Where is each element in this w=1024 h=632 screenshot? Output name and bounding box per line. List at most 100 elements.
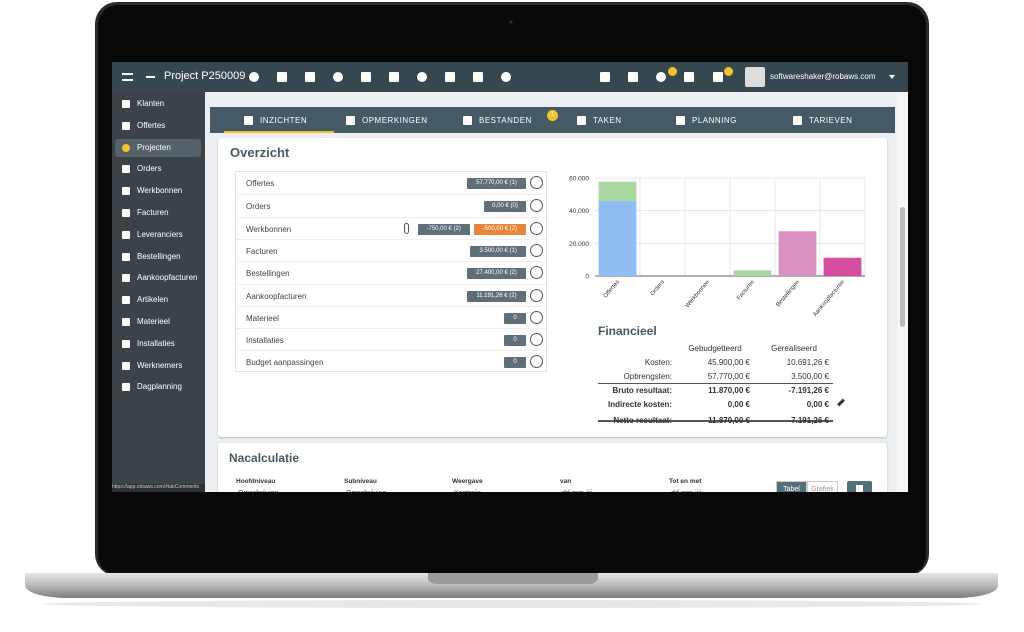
add-button[interactable] [530,355,543,369]
row-label: Indirecte kosten: [607,400,672,409]
tab[interactable]: INZICHTEN [224,107,334,133]
toolbar-icon[interactable] [249,72,259,82]
attachment-icon[interactable] [403,222,409,234]
sidebar-icon [122,209,130,217]
toolbar-icon[interactable] [417,72,427,82]
back-icon[interactable] [146,76,155,78]
menu-icon[interactable] [122,73,133,81]
sidebar-label: Aankoopfacturen [137,273,198,283]
y-tick-label: 60.000 [569,176,589,183]
amount-badge: -500,00 € (2) [473,223,526,235]
tab[interactable]: BESTANDEN 1 [443,107,558,133]
overview-row: Aankoopfacturen 11.191,26 € (2) [236,283,546,306]
add-button[interactable] [530,199,543,213]
sidebar-icon [122,165,130,174]
add-button[interactable] [530,221,543,235]
row-label: Netto resultaat: [613,416,672,425]
sidebar-label: Leveranciers [137,229,183,239]
field-input[interactable]: dd-mm-jjjj [669,488,765,492]
sidebar-item[interactable]: Dagplanning [115,378,201,396]
camera [509,20,513,24]
scrollbar [897,92,908,492]
download-button[interactable] [847,481,872,492]
sidebar-item[interactable]: Werkbonnen [115,182,201,200]
field-input[interactable]: Omschrijving [344,488,440,492]
toolbar-icon[interactable] [684,72,694,82]
sidebar-item[interactable]: Werknemers [115,357,201,375]
tab[interactable]: PLANNING [656,107,766,133]
financial: Financieel Gebudgetteerd Gerealiseerd Kost… [218,138,887,437]
toggle-button[interactable]: Grafiek [807,481,838,492]
sidebar-item[interactable]: Facturen [115,204,201,222]
add-button[interactable] [530,288,543,302]
toolbar-icon[interactable] [656,72,666,82]
sidebar-item[interactable]: Aankoopfacturen [115,269,201,287]
row-value: 0,00 € [806,400,829,409]
add-button[interactable] [530,243,543,257]
toolbar-icon[interactable] [501,72,511,82]
tab[interactable]: OPMERKINGEN [326,107,436,133]
field-input[interactable]: dd-mm-jjjj [560,488,656,492]
amount-badge: 3.500,00 € (1) [470,245,526,257]
sidebar-item[interactable]: Installaties [115,335,201,353]
tab-icon [463,116,472,125]
row-value: 0,00 € [727,400,750,409]
tab-badge: 1 [547,110,558,121]
sidebar-item[interactable]: Leveranciers [115,226,201,244]
add-button[interactable] [530,176,543,189]
user-email[interactable]: softwareshaker@robaws.com [770,72,876,81]
scroll-thumb[interactable] [900,207,905,327]
sidebar-item[interactable]: Bestellingen [115,248,201,266]
sidebar-label: Materieel [137,317,170,326]
toolbar-icon[interactable] [389,72,399,82]
tab-label: INZICHTEN [260,116,308,125]
toolbar-icon[interactable] [713,72,723,82]
sidebar-item[interactable]: Klanten [115,95,201,113]
sidebar-item[interactable]: Artikelen [115,291,201,309]
card-title: Nacalculatie [229,451,300,465]
sidebar-icon [122,274,130,283]
field-value: dd-mm-jjjj [562,490,592,492]
sidebar-item[interactable]: Materieel [115,313,201,331]
toolbar-icon[interactable] [445,72,455,82]
dropdown-caret[interactable] [889,75,895,79]
overview-row: Installaties 0 [236,328,546,350]
toolbar-icon[interactable] [473,72,483,82]
tab[interactable]: TAKEN [557,107,667,133]
field-value: Omschrijving [346,490,386,492]
tab-label: TAKEN [593,116,622,125]
card-title: Overzicht [230,145,290,160]
notification-badge [724,67,733,76]
toolbar-icon[interactable] [361,72,371,82]
tab[interactable]: TARIEVEN [773,107,883,133]
sidebar-icon [122,383,130,392]
sidebar-item[interactable]: Offertes [115,117,201,135]
toolbar-icon[interactable] [305,72,315,82]
tab-icon [346,116,355,125]
edit-icon[interactable] [837,398,845,407]
tab-icon [676,116,685,125]
amount-badge: -750,00 € (2) [417,223,470,235]
field-input[interactable]: Omschrijving [236,488,332,492]
tab-icon [793,116,802,125]
toolbar-icon[interactable] [333,72,343,82]
amount-badge: 11.191,26 € (2) [467,290,526,302]
add-button[interactable] [530,333,543,347]
sidebar-item[interactable]: Orders [115,160,201,178]
sidebar-label: Bestellingen [137,251,181,261]
add-button[interactable] [530,266,543,280]
sidebar-item[interactable]: Projecten [115,138,201,157]
toolbar-icon[interactable] [277,72,287,82]
row-label: Offertes [246,179,275,188]
toggle-button[interactable]: Tabel [776,481,807,492]
add-button[interactable] [530,310,543,324]
sidebar-icon [122,339,130,348]
field-input[interactable]: Kostprijs [452,488,548,492]
sidebar-label: Facturen [137,208,169,217]
toolbar-icon[interactable] [628,72,638,82]
nacalculatie-card: Nacalculatie Hoofdniveau Omschrijving Subn… [218,443,887,492]
sidebar-icon [122,143,130,152]
toolbar-icon[interactable] [600,72,610,82]
avatar[interactable] [745,67,765,87]
